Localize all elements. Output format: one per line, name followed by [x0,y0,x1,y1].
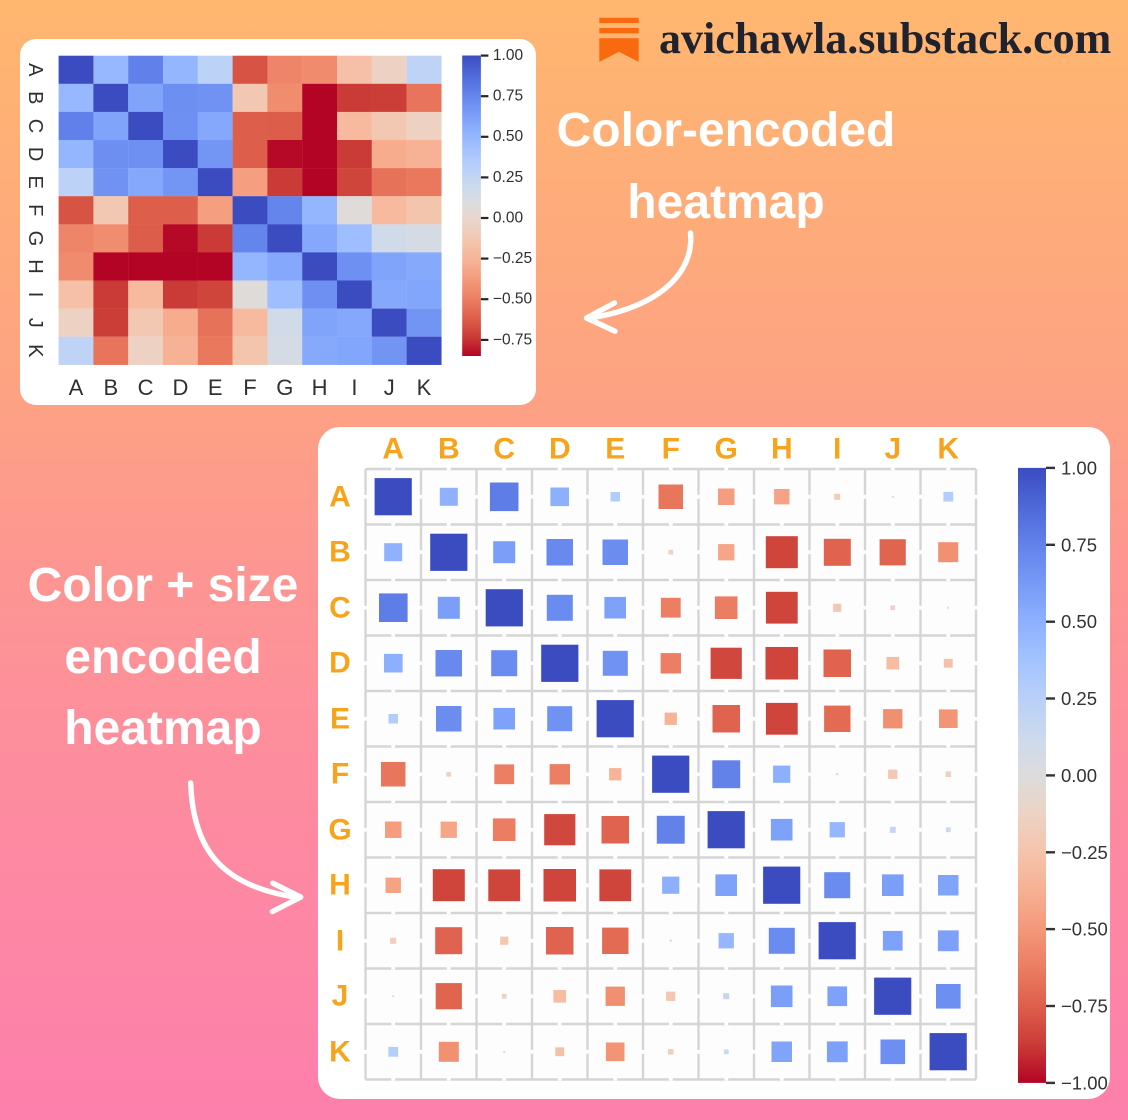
svg-text:C: C [329,591,351,624]
svg-text:C: C [24,119,46,133]
svg-text:−0.25: −0.25 [1061,842,1108,863]
svg-text:G: G [24,231,46,247]
svg-text:B: B [24,91,46,104]
svg-text:J: J [384,375,395,400]
svg-text:J: J [332,980,349,1013]
svg-text:J: J [884,433,901,466]
svg-text:A: A [24,63,46,77]
svg-text:H: H [312,375,328,400]
svg-text:K: K [417,375,432,400]
svg-text:0.50: 0.50 [1061,611,1097,632]
svg-text:−0.50: −0.50 [1061,919,1108,940]
svg-text:0.75: 0.75 [1061,534,1097,555]
svg-text:F: F [662,433,680,466]
svg-text:D: D [549,433,571,466]
svg-text:1.00: 1.00 [1061,457,1097,478]
svg-text:B: B [329,536,351,569]
svg-text:D: D [172,375,188,400]
svg-text:C: C [138,375,154,400]
svg-text:H: H [329,869,351,902]
svg-text:F: F [243,375,256,400]
svg-text:I: I [351,375,357,400]
svg-text:E: E [330,702,350,735]
svg-text:A: A [69,375,84,400]
svg-text:G: G [715,433,738,466]
svg-text:E: E [208,375,223,400]
svg-text:1.00: 1.00 [493,47,524,64]
svg-text:E: E [605,433,625,466]
svg-text:H: H [771,433,793,466]
svg-text:0.75: 0.75 [493,88,523,105]
svg-text:F: F [331,758,349,791]
svg-text:0.25: 0.25 [493,169,523,186]
svg-text:K: K [24,344,46,358]
svg-text:−0.50: −0.50 [493,291,533,308]
svg-text:I: I [833,433,841,466]
svg-text:F: F [24,204,46,216]
svg-text:D: D [24,147,46,161]
svg-text:J: J [24,318,46,328]
svg-text:A: A [329,480,351,513]
svg-text:I: I [24,292,46,298]
svg-text:B: B [438,433,460,466]
svg-text:C: C [493,433,515,466]
svg-text:0.25: 0.25 [1061,688,1097,709]
svg-text:0.00: 0.00 [1061,765,1097,786]
svg-text:E: E [24,176,46,189]
svg-text:0.00: 0.00 [493,209,524,226]
svg-text:A: A [382,433,404,466]
svg-text:−0.25: −0.25 [493,250,532,267]
svg-text:0.50: 0.50 [493,128,524,145]
svg-text:G: G [276,375,293,400]
svg-text:K: K [329,1035,351,1068]
svg-text:−1.00: −1.00 [1061,1072,1108,1093]
svg-text:K: K [937,433,959,466]
svg-text:H: H [24,259,46,273]
svg-text:B: B [103,375,118,400]
svg-text:−0.75: −0.75 [1061,996,1108,1017]
svg-text:G: G [328,813,351,846]
svg-text:I: I [336,924,344,957]
svg-text:−0.75: −0.75 [493,331,532,348]
svg-text:D: D [329,647,351,680]
